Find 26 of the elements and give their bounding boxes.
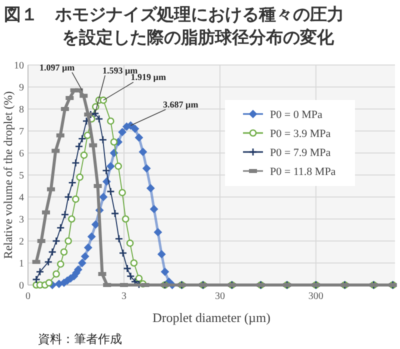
x-tick-label: 30 [214, 291, 225, 302]
annotation: 1.097 µm [39, 62, 76, 72]
text: 資料：筆者作成 [38, 332, 122, 346]
y-tick-label: 4 [19, 192, 24, 204]
y-tick-label: 10 [14, 60, 24, 72]
chart-subtitle: を設定した際の脂肪球径分布の変化 [62, 28, 335, 48]
x-tick-label: 3 [121, 291, 126, 302]
y-tick-label: 9 [19, 82, 24, 94]
y-tick-label: 7 [19, 126, 24, 138]
chart-title: 図１ ホモジナイズ処理における種々の圧力 [4, 5, 344, 25]
legend-label: P0 = 11.8 MPa [270, 166, 336, 178]
y-tick-label: 0 [19, 280, 24, 292]
annotation: 1.593 µm [102, 65, 138, 76]
x-tick-label: 300 [308, 291, 324, 302]
y-tick-label: 6 [19, 148, 24, 160]
annotation: 3.687 µm [163, 100, 199, 110]
legend-label: P0 = 0 MPa [270, 109, 322, 121]
y-tick-label: 2 [19, 236, 24, 248]
y-tick-label: 5 [19, 170, 24, 182]
y-axis-title: Relative volume of the droplet (%) [1, 91, 15, 259]
y-tick-label: 3 [19, 214, 24, 226]
y-tick-label: 8 [19, 104, 24, 116]
legend-label: P0 = 3.9 MPa [270, 128, 331, 140]
legend-label: P0 = 7.9 MPa [270, 147, 331, 159]
x-axis-title: Droplet diameter (µm) [152, 310, 270, 325]
y-tick-label: 1 [19, 258, 24, 270]
